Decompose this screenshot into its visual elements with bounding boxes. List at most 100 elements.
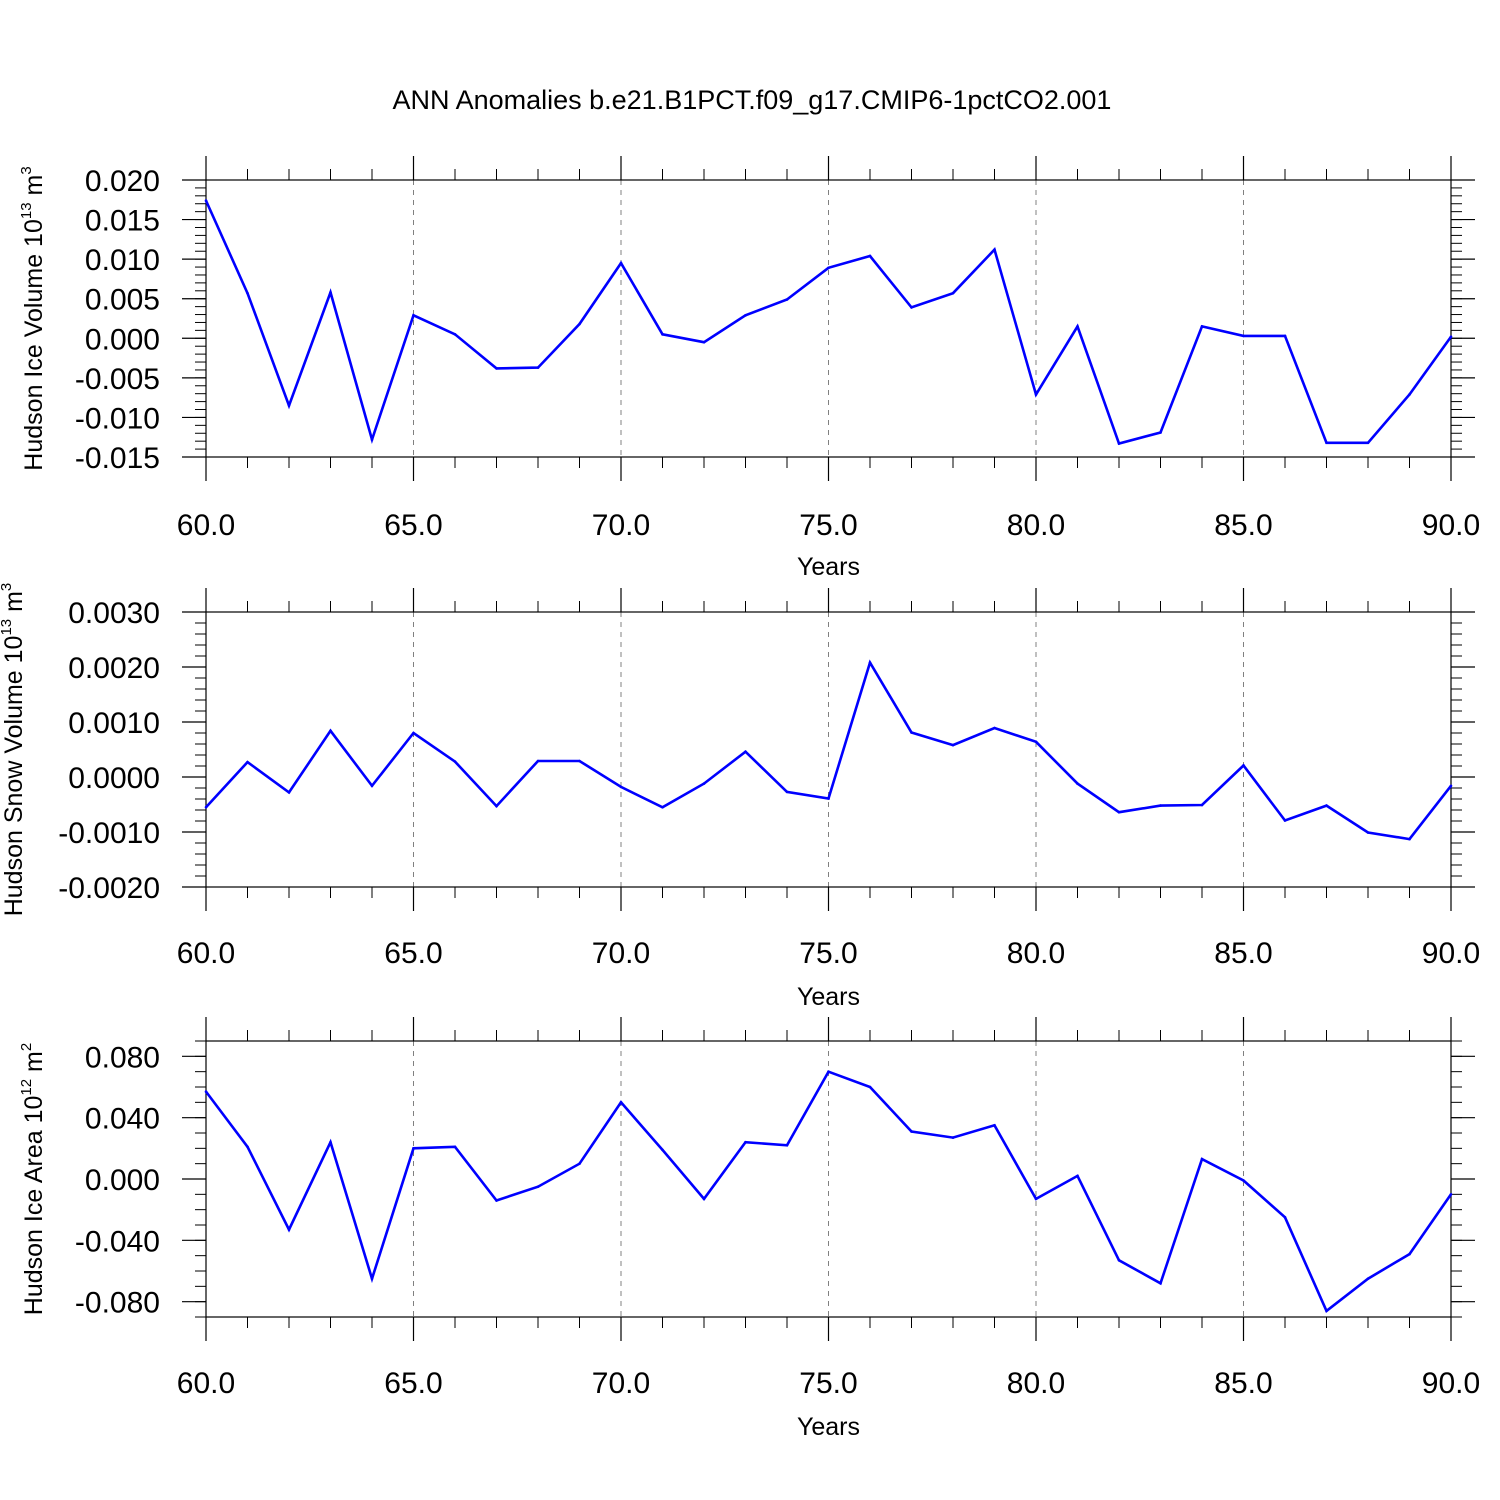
y-tick-label: -0.040 — [75, 1225, 160, 1258]
data-point — [453, 1145, 457, 1149]
y-axis-title-exponent: 13 — [18, 202, 35, 219]
data-point — [1117, 810, 1121, 814]
data-point — [702, 782, 706, 785]
data-point — [951, 743, 955, 747]
data-point — [1076, 782, 1079, 785]
x-tick-label: 90.0 — [1422, 1367, 1480, 1400]
data-point — [702, 1197, 706, 1201]
data-point — [246, 760, 249, 764]
data-point — [412, 1147, 415, 1150]
x-tick-label: 90.0 — [1422, 937, 1480, 970]
data-point — [619, 785, 623, 789]
y-tick-label: 0.010 — [85, 244, 160, 277]
data-point — [1117, 1258, 1121, 1262]
y-tick-label: 0.0020 — [68, 652, 160, 685]
data-point — [1242, 1179, 1245, 1182]
x-tick-label: 85.0 — [1214, 509, 1272, 542]
data-point — [453, 760, 457, 763]
data-point — [495, 1199, 498, 1202]
data-point — [910, 1130, 913, 1133]
x-tick-label: 80.0 — [1007, 1367, 1065, 1400]
data-point — [951, 291, 955, 295]
data-point — [1366, 441, 1370, 445]
data-point — [702, 340, 706, 344]
y-tick-label: -0.0020 — [58, 872, 160, 905]
data-point — [536, 1185, 540, 1188]
data-point — [370, 784, 374, 788]
y-tick-label: -0.080 — [75, 1287, 160, 1320]
x-tick-label: 90.0 — [1422, 509, 1480, 542]
x-axis-title: Years — [797, 983, 860, 1011]
data-point — [578, 759, 581, 763]
y-axis-title-text: Hudson Ice Area 10 — [20, 1096, 48, 1316]
data-point — [1325, 1309, 1328, 1313]
data-point — [1283, 1216, 1287, 1219]
data-point — [246, 291, 249, 295]
data-point — [661, 1148, 664, 1152]
data-point — [1159, 1281, 1162, 1285]
y-tick-label: -0.015 — [75, 442, 160, 475]
x-tick-label: 70.0 — [592, 1367, 650, 1400]
y-axis-title-text: Hudson Snow Volume 10 — [0, 636, 28, 917]
data-point — [951, 1136, 955, 1139]
data-point — [785, 1143, 789, 1147]
y-tick-label: 0.015 — [85, 205, 160, 238]
y-axis-title-exponent: 12 — [18, 1079, 35, 1096]
data-point — [329, 729, 332, 733]
data-point — [1159, 431, 1162, 434]
data-point — [1159, 804, 1162, 807]
data-point — [1283, 819, 1287, 822]
x-tick-label: 80.0 — [1007, 937, 1065, 970]
data-point — [1200, 803, 1204, 807]
x-tick-label: 70.0 — [592, 509, 650, 542]
chart-panel-2: 60.0 65.0 70.0 75.0 80.0 85.0 90.0 -0.0020 -0.00… — [0, 583, 1480, 1011]
data-point — [827, 797, 830, 800]
data-point — [329, 1140, 332, 1144]
x-tick-label: 60.0 — [177, 937, 235, 970]
y-tick-label: 0.080 — [85, 1041, 160, 1074]
data-point — [1283, 334, 1287, 338]
data-point — [246, 1145, 249, 1149]
x-tick-label: 60.0 — [177, 509, 235, 542]
data-point — [1449, 335, 1453, 339]
y-axis-title-unit: m — [20, 175, 48, 203]
data-point — [1200, 1157, 1204, 1161]
data-point — [619, 1101, 623, 1104]
data-point — [1034, 1197, 1038, 1201]
data-point — [578, 322, 581, 326]
x-tick-label: 60.0 — [177, 1367, 235, 1400]
data-point — [1242, 764, 1245, 767]
data-point — [744, 314, 747, 317]
data-point — [661, 333, 664, 336]
x-tick-label: 65.0 — [384, 509, 442, 542]
x-axis-title: Years — [797, 553, 860, 581]
data-point — [1408, 393, 1411, 396]
y-tick-label: 0.0000 — [68, 762, 160, 795]
data-point — [1076, 1174, 1079, 1178]
data-point — [1242, 334, 1245, 338]
data-point — [744, 1140, 747, 1144]
y-axis-title-text: Hudson Ice Volume 10 — [20, 219, 48, 471]
data-point — [329, 291, 332, 294]
data-point — [993, 726, 996, 730]
y-tick-label: 0.000 — [85, 323, 160, 356]
data-point — [412, 731, 415, 735]
x-tick-label: 85.0 — [1214, 937, 1272, 970]
data-point — [1449, 1193, 1453, 1196]
data-point — [204, 199, 208, 202]
data-point — [370, 1277, 374, 1280]
y-axis-title: Hudson Ice Volume 1013 m3 — [18, 166, 48, 470]
y-tick-label: -0.005 — [75, 363, 160, 396]
data-point — [1366, 831, 1370, 834]
data-point — [1408, 837, 1411, 841]
data-point — [910, 306, 913, 309]
y-tick-label: -0.010 — [75, 402, 160, 435]
data-point — [868, 254, 872, 258]
data-point — [453, 333, 457, 336]
y-tick-label: 0.020 — [85, 165, 160, 198]
data-point — [578, 1162, 581, 1165]
data-point — [827, 266, 830, 270]
data-point — [1200, 325, 1204, 328]
